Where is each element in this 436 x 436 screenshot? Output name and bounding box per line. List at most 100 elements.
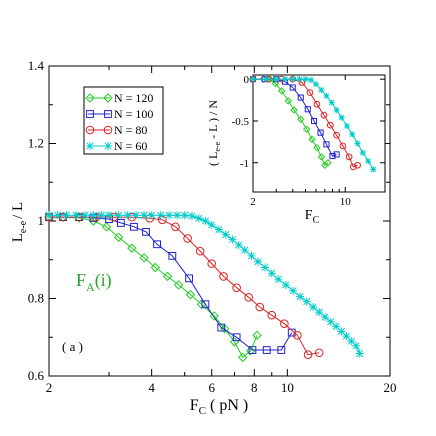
data-point bbox=[114, 211, 123, 220]
y-tick-label: 0.6 bbox=[28, 368, 45, 383]
data-point bbox=[352, 341, 361, 350]
data-point bbox=[289, 286, 298, 295]
legend-marker bbox=[86, 142, 94, 150]
inset-data-point bbox=[354, 140, 361, 147]
inset-data-point bbox=[345, 153, 353, 161]
inset-data-point bbox=[329, 153, 336, 160]
inset-y-axis-label-main: ( L bbox=[206, 152, 220, 166]
main-x-axis-label: FC ( pN ) bbox=[190, 397, 248, 417]
data-point bbox=[207, 259, 216, 268]
data-point bbox=[296, 292, 305, 301]
inset-data-point bbox=[324, 159, 332, 167]
data-point bbox=[194, 214, 203, 223]
legend-label: N = 100 bbox=[114, 107, 153, 121]
y-tick-label: 1.2 bbox=[28, 136, 44, 151]
inset-data-point bbox=[312, 81, 319, 88]
data-point bbox=[109, 212, 119, 222]
inset-data-point bbox=[333, 131, 340, 139]
main-x-axis-label-unit: ( pN ) bbox=[210, 397, 248, 414]
data-point bbox=[337, 327, 346, 336]
data-point bbox=[332, 322, 341, 331]
inset-background bbox=[253, 75, 385, 192]
inset-data-point bbox=[349, 163, 357, 171]
data-point bbox=[183, 234, 192, 243]
main-axis-ticks: 2 4 6 8 10 200.60.811.21.4 bbox=[28, 58, 397, 395]
inset-data-point bbox=[262, 76, 269, 83]
legend: N = 120 N = 100 N = 80 N = 60 bbox=[83, 86, 164, 155]
x-tick-label: 4 bbox=[148, 380, 155, 395]
data-point bbox=[293, 331, 302, 340]
data-point bbox=[221, 230, 230, 239]
data-point bbox=[262, 346, 271, 354]
data-point bbox=[247, 251, 256, 260]
data-point bbox=[321, 313, 330, 322]
data-point bbox=[355, 349, 364, 358]
inset-data-point bbox=[304, 106, 311, 113]
inset-data-point bbox=[313, 144, 321, 152]
data-point bbox=[168, 251, 177, 260]
data-point bbox=[281, 280, 290, 289]
y-tick-label: 1.4 bbox=[28, 58, 45, 73]
inset-y-tick-label: -1 bbox=[240, 158, 249, 170]
inset-data-point bbox=[308, 135, 316, 144]
inset-data-point bbox=[282, 76, 289, 83]
main-x-axis-label-sub: C bbox=[199, 405, 206, 417]
inset-data-point bbox=[370, 166, 377, 173]
inset-x-axis-label-sub: C bbox=[313, 215, 320, 226]
data-point bbox=[165, 211, 174, 220]
inset-axis-ticks: 2 10 0 -0.5 -1 bbox=[232, 74, 385, 208]
inset-data-point bbox=[338, 114, 345, 121]
data-point bbox=[309, 303, 318, 312]
legend-marker bbox=[104, 142, 112, 150]
inset-data-point bbox=[318, 87, 325, 94]
data-point bbox=[267, 310, 277, 320]
inset-data-point bbox=[273, 76, 280, 83]
data-point bbox=[89, 211, 98, 220]
data-point bbox=[201, 300, 210, 309]
inset-y-axis-label: ( Le-e - L ) / N bbox=[206, 100, 222, 166]
main-y-axis-label: Le-e/ L bbox=[10, 202, 29, 242]
data-point bbox=[173, 280, 184, 290]
data-point bbox=[173, 211, 182, 220]
x-tick-label: 8 bbox=[251, 380, 258, 395]
data-point bbox=[326, 317, 335, 326]
inset-plot-area bbox=[252, 74, 386, 193]
series-line bbox=[49, 216, 320, 356]
inset-data-point bbox=[307, 77, 314, 84]
main-y-axis-label-sub: e-e bbox=[18, 220, 29, 233]
data-point bbox=[219, 324, 230, 334]
data-point bbox=[207, 220, 216, 229]
inset-data-point bbox=[266, 75, 274, 83]
data-point bbox=[248, 346, 257, 354]
inset-y-axis-label-sub: e-e bbox=[213, 141, 222, 151]
data-point bbox=[187, 211, 196, 220]
inset-data-point bbox=[323, 141, 330, 148]
x-tick-label: 10 bbox=[281, 380, 294, 395]
inset-y-tick-label: -0.5 bbox=[232, 116, 250, 128]
inset-data-point bbox=[271, 79, 279, 88]
data-point bbox=[113, 232, 124, 242]
data-point bbox=[253, 257, 262, 266]
data-point bbox=[140, 211, 149, 220]
inset-data-point bbox=[328, 99, 335, 106]
data-point bbox=[153, 240, 162, 249]
main-x-axis-label-main: F bbox=[190, 397, 199, 414]
inset-data-point bbox=[333, 151, 340, 158]
data-point bbox=[132, 211, 141, 220]
data-point bbox=[201, 217, 210, 225]
data-point bbox=[252, 330, 262, 341]
data-point bbox=[162, 271, 173, 282]
data-point bbox=[303, 350, 313, 359]
legend-label: N = 120 bbox=[114, 91, 153, 105]
data-point bbox=[158, 215, 167, 225]
legend-marker bbox=[85, 125, 95, 135]
annotation-fa-tail: (i) bbox=[95, 270, 112, 291]
data-point bbox=[123, 211, 132, 220]
data-point bbox=[142, 227, 150, 236]
data-point bbox=[217, 323, 226, 332]
inset-data-point bbox=[317, 129, 324, 136]
data-point bbox=[147, 211, 156, 220]
inset-data-point bbox=[313, 100, 321, 108]
inset-data-point bbox=[343, 122, 350, 129]
